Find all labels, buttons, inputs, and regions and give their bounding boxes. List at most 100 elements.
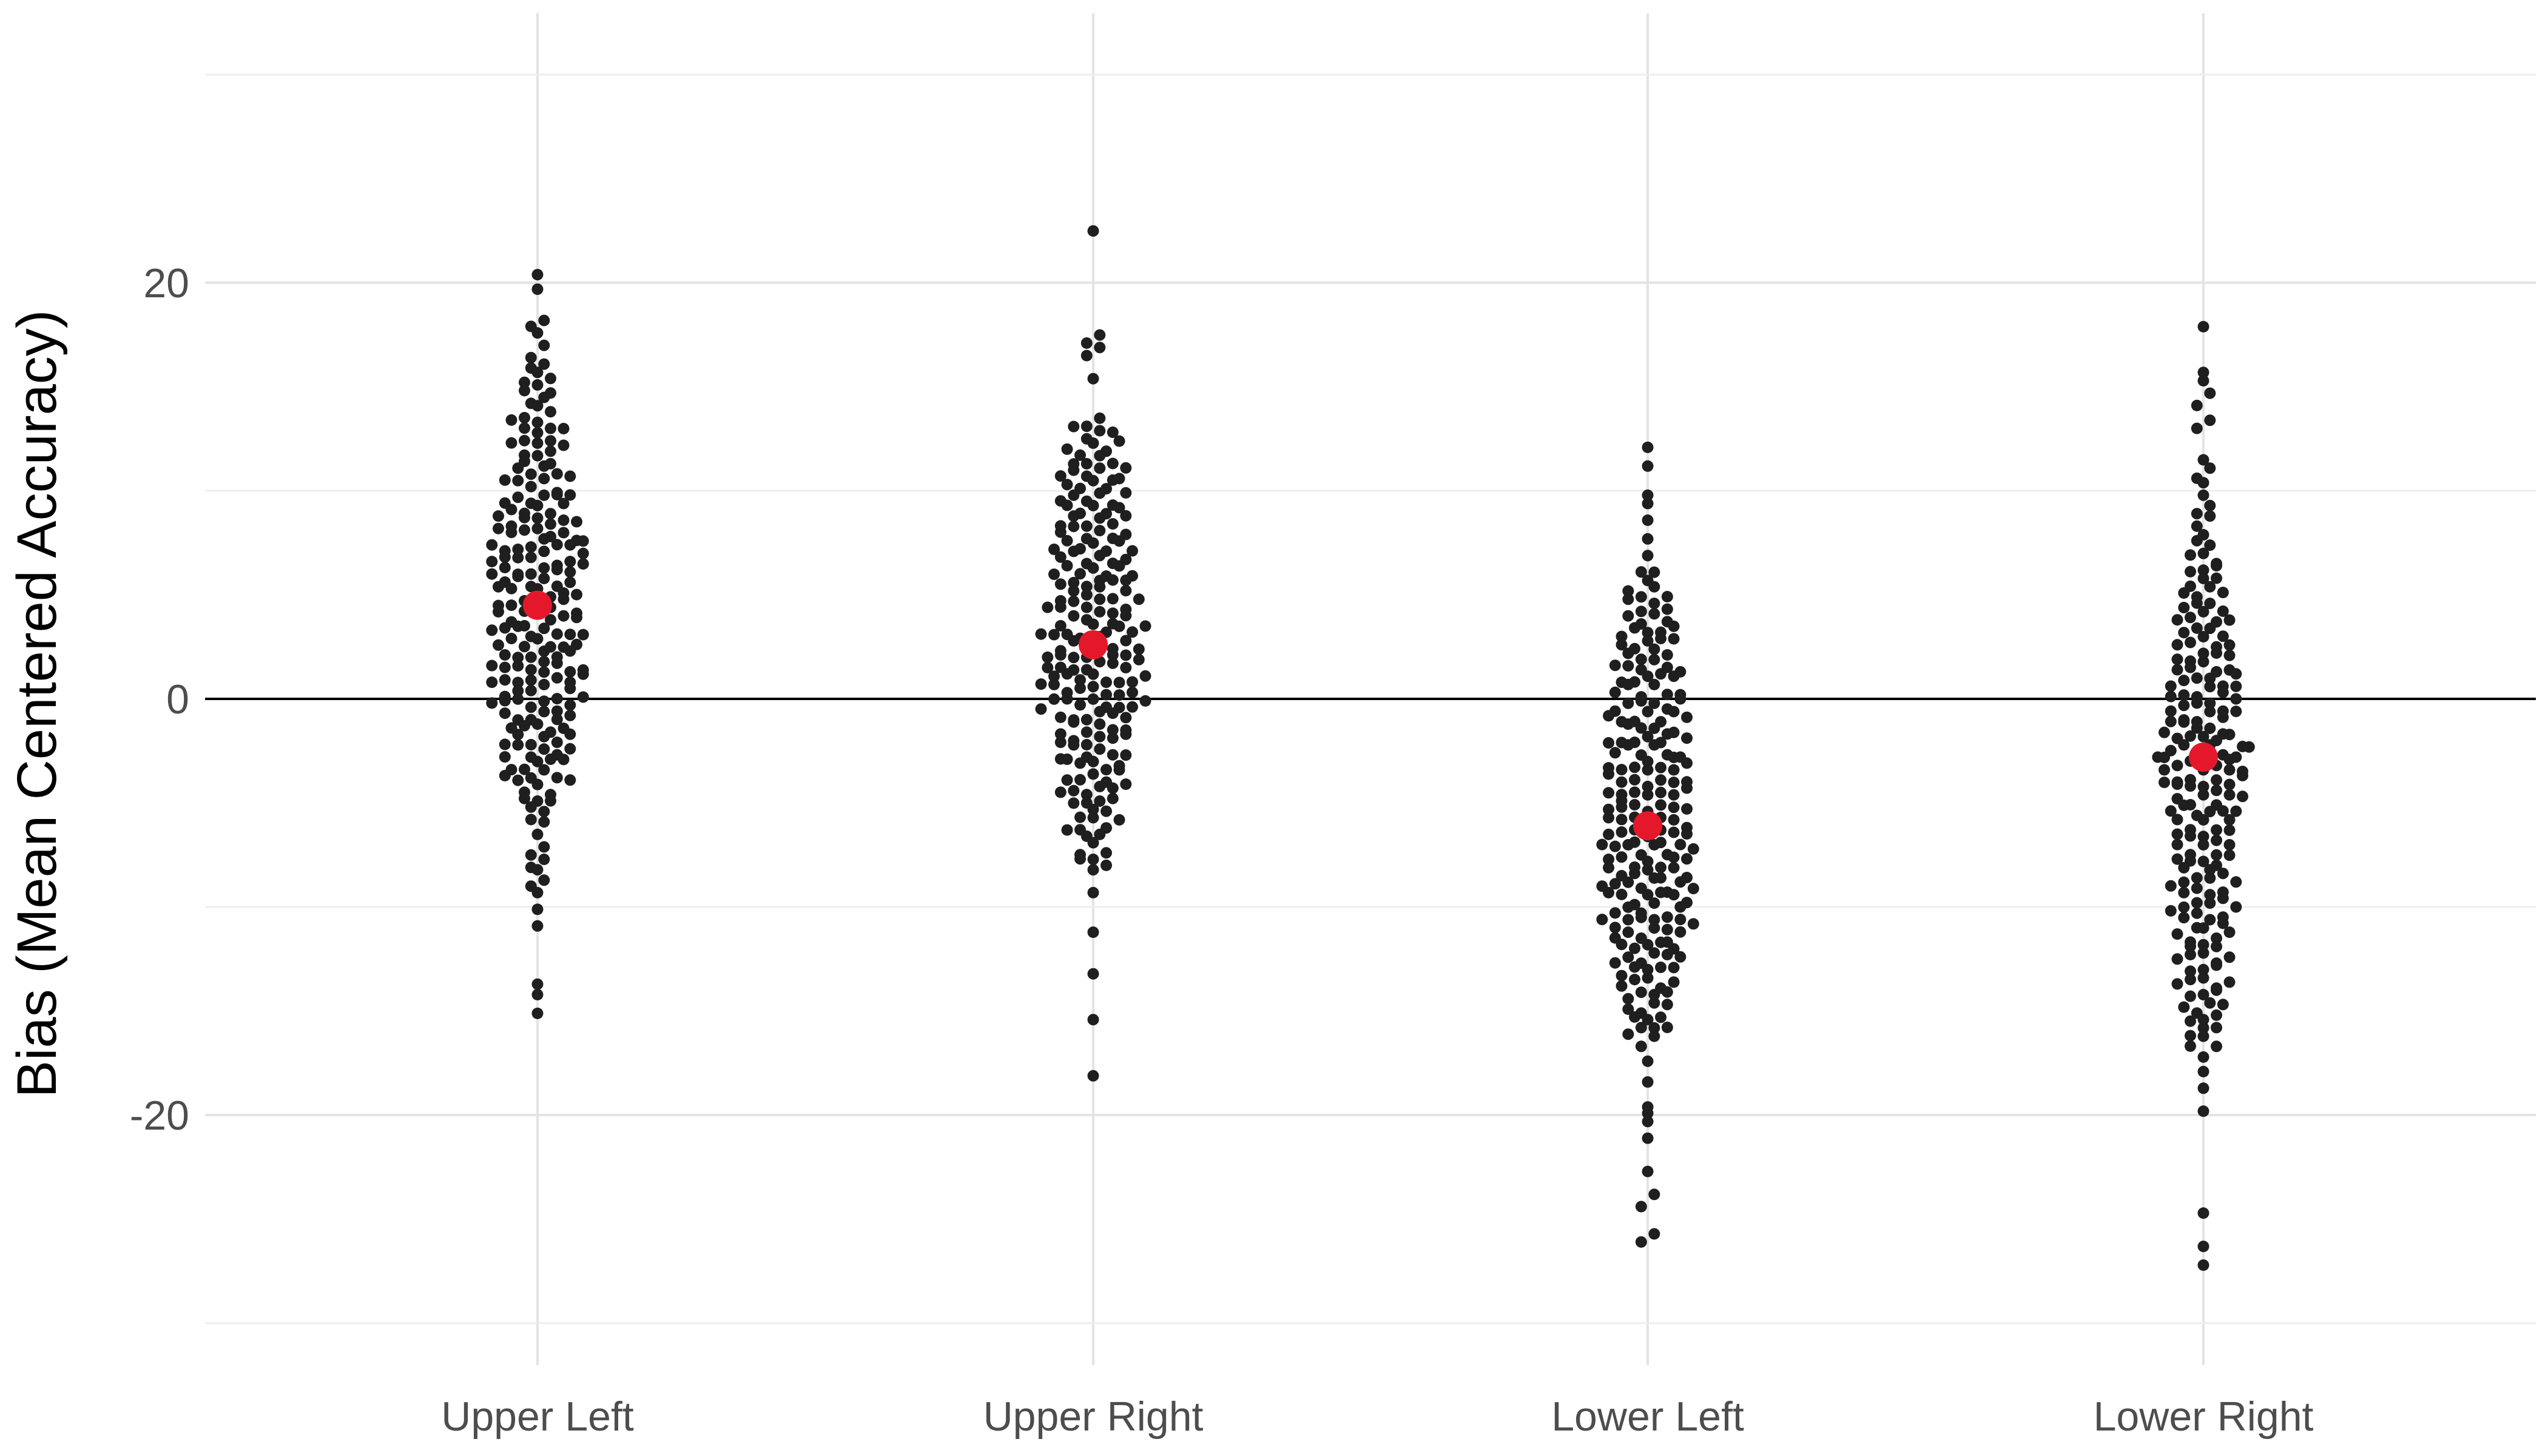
data-point — [512, 570, 524, 582]
data-point — [538, 678, 550, 690]
data-point — [1107, 732, 1119, 744]
data-point — [1648, 989, 1660, 1000]
data-point — [558, 753, 570, 766]
data-point — [1616, 639, 1628, 651]
data-point — [1622, 739, 1634, 751]
data-point — [538, 854, 550, 865]
data-point — [1080, 420, 1093, 433]
data-point — [499, 738, 511, 750]
data-point — [2191, 672, 2203, 684]
data-point — [2197, 839, 2209, 851]
data-point — [1120, 635, 1132, 647]
data-point — [499, 695, 511, 707]
data-point — [1080, 520, 1093, 532]
data-point — [2223, 789, 2236, 801]
data-point — [531, 778, 544, 790]
data-point — [531, 366, 544, 379]
data-point — [2204, 581, 2216, 593]
data-point — [486, 697, 498, 709]
data-point — [1622, 1028, 1634, 1040]
data-points — [486, 225, 2255, 1271]
data-point — [2191, 422, 2203, 434]
data-point — [1642, 1014, 1654, 1026]
data-point — [1648, 678, 1660, 690]
data-point — [1603, 768, 1614, 780]
data-point — [1107, 792, 1119, 804]
data-point — [538, 695, 550, 707]
data-point — [564, 489, 576, 501]
data-point — [1120, 728, 1132, 740]
data-point — [1133, 643, 1145, 655]
data-point — [1087, 812, 1099, 824]
data-point — [519, 422, 530, 434]
data-point — [1635, 1022, 1647, 1034]
data-point — [1074, 811, 1086, 823]
data-point — [2223, 976, 2236, 988]
data-point — [2204, 598, 2216, 610]
data-point — [1668, 706, 1680, 718]
data-point — [2211, 774, 2222, 786]
data-point — [1622, 647, 1634, 659]
data-point — [519, 763, 530, 775]
data-point — [1635, 566, 1647, 578]
data-point — [571, 612, 582, 624]
data-point — [525, 541, 537, 553]
data-point — [1074, 674, 1086, 686]
data-point — [1113, 689, 1125, 701]
data-point — [1094, 329, 1106, 341]
data-point — [2223, 839, 2236, 851]
data-point — [512, 491, 524, 504]
data-point — [1648, 581, 1660, 593]
data-point — [1642, 635, 1654, 647]
data-point — [1074, 568, 1086, 580]
data-point — [1668, 814, 1680, 826]
data-point — [1094, 525, 1106, 537]
data-point — [2197, 781, 2209, 792]
data-point — [1642, 864, 1654, 876]
data-point — [1655, 962, 1667, 973]
data-point — [2178, 901, 2190, 913]
data-point — [1648, 608, 1660, 620]
gridlines — [205, 13, 2536, 1365]
data-point — [1648, 922, 1660, 934]
data-point — [1068, 797, 1080, 809]
data-point — [1635, 986, 1647, 999]
data-point — [1668, 620, 1680, 632]
data-point — [1113, 502, 1125, 514]
data-point — [2211, 1040, 2222, 1053]
data-point — [1603, 710, 1614, 722]
x-axis-tick-labels: Upper Left Upper Right Lower Left Lower Rig… — [441, 1394, 2313, 1440]
data-point — [519, 434, 530, 447]
data-point — [1087, 968, 1099, 980]
data-point — [1054, 601, 1067, 613]
data-point — [1642, 755, 1654, 767]
data-point — [1113, 560, 1125, 572]
data-point — [2217, 605, 2229, 617]
data-point — [2204, 510, 2216, 522]
data-point — [1068, 464, 1080, 476]
data-point — [2171, 639, 2183, 651]
data-point — [2211, 940, 2222, 952]
data-point — [1648, 566, 1660, 578]
data-point — [1094, 795, 1106, 807]
data-point — [1127, 545, 1138, 557]
data-point — [2165, 705, 2177, 717]
data-point — [2217, 686, 2229, 698]
data-point — [1087, 562, 1099, 574]
data-point — [2178, 716, 2190, 728]
data-point — [538, 874, 550, 886]
data-point — [525, 568, 537, 580]
data-point — [564, 682, 576, 695]
data-point — [1061, 479, 1073, 491]
data-point — [1642, 1055, 1654, 1067]
data-point — [1603, 861, 1614, 874]
data-point — [1087, 693, 1099, 705]
data-point — [1635, 591, 1647, 603]
data-point — [2223, 764, 2236, 776]
data-point — [525, 651, 537, 663]
data-point — [2165, 905, 2177, 917]
data-point — [1080, 739, 1093, 750]
data-point — [1642, 764, 1654, 776]
data-point — [1622, 585, 1634, 597]
data-point — [2197, 573, 2209, 584]
